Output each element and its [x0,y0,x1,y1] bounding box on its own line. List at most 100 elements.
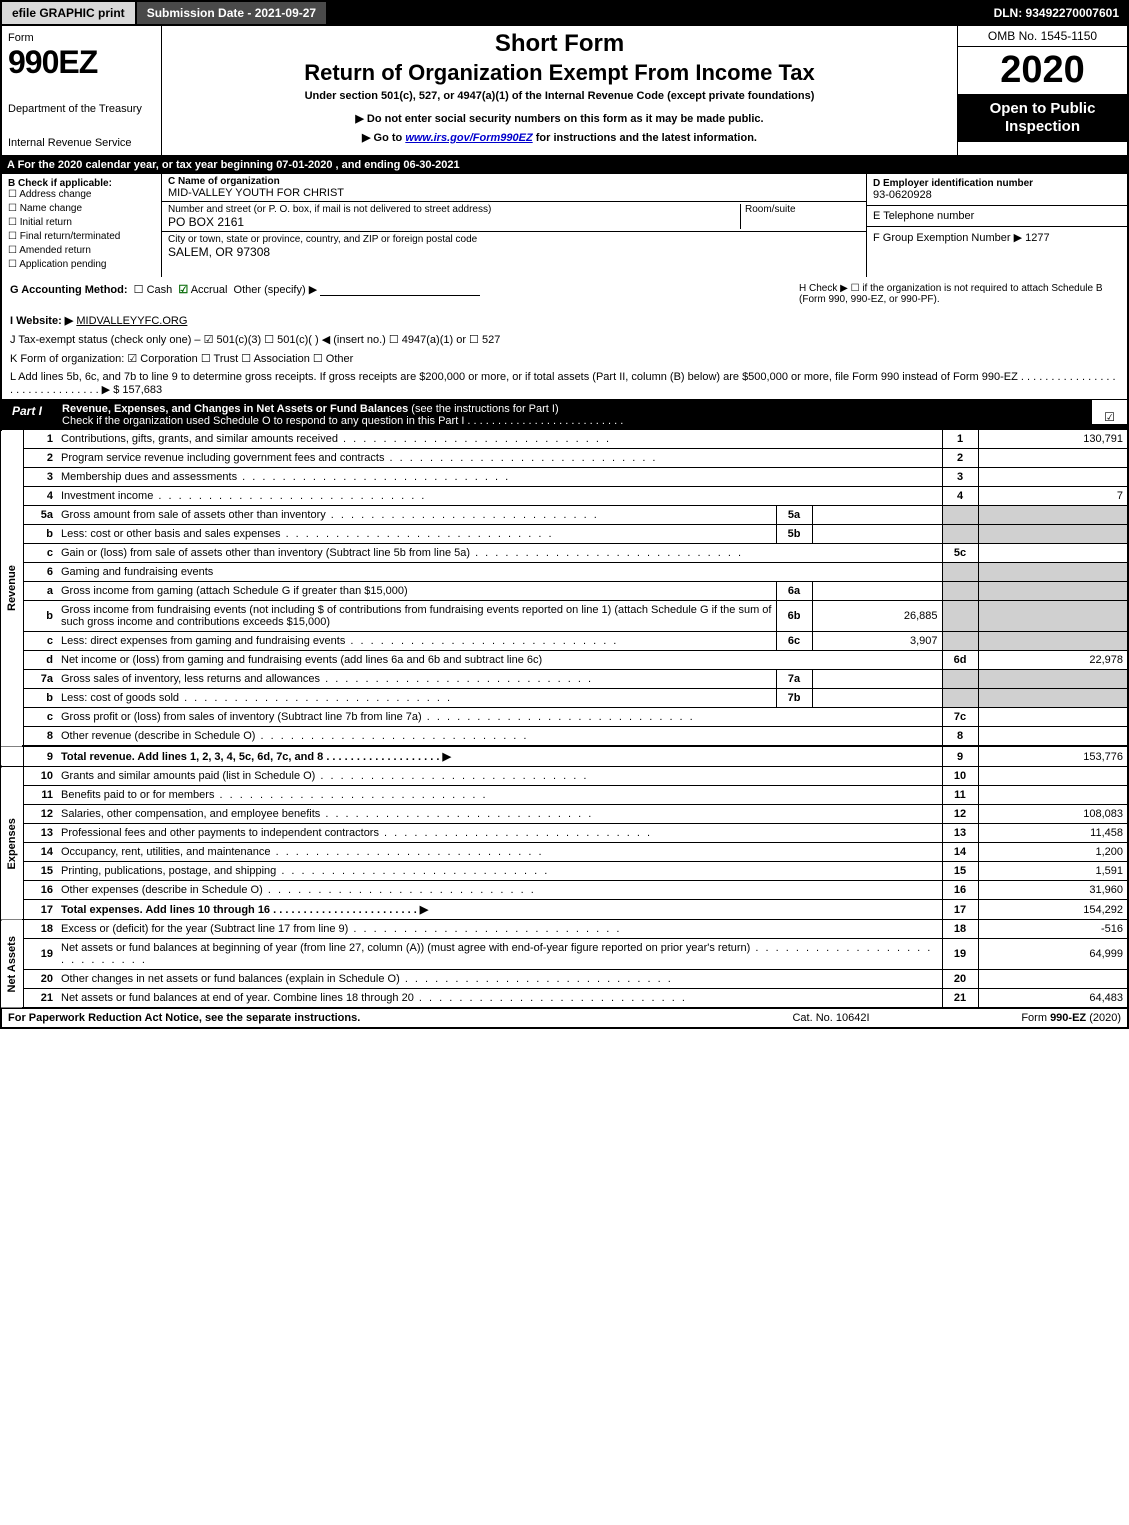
row-lineno: 12 [942,805,978,824]
row-lineno: 5c [942,544,978,563]
table-row: 20 Other changes in net assets or fund b… [1,970,1128,989]
table-row: 4 Investment income 4 7 [1,487,1128,506]
row-no: 17 [23,900,57,920]
table-row: 9 Total revenue. Add lines 1, 2, 3, 4, 5… [1,746,1128,767]
row-desc: Gaming and fundraising events [57,563,942,582]
row-amount-shade [978,563,1128,582]
row-amount: 154,292 [978,900,1128,920]
row-no: c [23,544,57,563]
chk-initial-return[interactable]: ☐ Initial return [8,217,155,228]
line-a: A For the 2020 calendar year, or tax yea… [0,155,1129,174]
chk-amended-return[interactable]: ☐ Amended return [8,245,155,256]
table-row: 21 Net assets or fund balances at end of… [1,989,1128,1008]
row-no: 15 [23,862,57,881]
row-no: 6 [23,563,57,582]
table-row: 2 Program service revenue including gove… [1,449,1128,468]
row-no: a [23,582,57,601]
line-l: L Add lines 5b, 6c, and 7b to line 9 to … [0,368,1129,400]
row-desc: Total expenses. Add lines 10 through 16 … [57,900,942,920]
table-row: Expenses 10 Grants and similar amounts p… [1,767,1128,786]
line-j: J Tax-exempt status (check only one) – ☑… [0,330,1129,349]
city-value: SALEM, OR 97308 [168,245,860,259]
line-k: K Form of organization: ☑ Corporation ☐ … [0,349,1129,368]
footer-left: For Paperwork Reduction Act Notice, see … [8,1012,721,1024]
row-desc: Gross amount from sale of assets other t… [57,506,776,525]
table-row: a Gross income from gaming (attach Sched… [1,582,1128,601]
group-exemption-value: 1277 [1025,232,1049,244]
line-l-amount: 157,683 [122,384,162,396]
table-row: b Gross income from fundraising events (… [1,601,1128,632]
row-no: 9 [23,746,57,767]
row-desc: Program service revenue including govern… [57,449,942,468]
row-midno: 5b [776,525,812,544]
section-b: B Check if applicable: ☐ Address change … [2,174,162,277]
row-lineno: 19 [942,939,978,970]
table-row: 11 Benefits paid to or for members 11 [1,786,1128,805]
website-label: I Website: ▶ [10,315,73,327]
g-other: Other (specify) ▶ [234,284,318,296]
row-no: b [23,689,57,708]
footer-right-suffix: (2020) [1086,1012,1121,1024]
form-number: 990EZ [8,44,155,81]
omb-number: OMB No. 1545-1150 [958,26,1127,47]
row-lineno: 11 [942,786,978,805]
efile-print-button[interactable]: efile GRAPHIC print [2,2,137,24]
row-amount-shade [978,632,1128,651]
row-desc: Grants and similar amounts paid (list in… [57,767,942,786]
row-amount-shade [978,506,1128,525]
chk-final-return-label: Final return/terminated [20,231,121,242]
row-amount [978,767,1128,786]
chk-final-return[interactable]: ☐ Final return/terminated [8,231,155,242]
chk-name-change-label: Name change [20,203,82,214]
table-row: 14 Occupancy, rent, utilities, and maint… [1,843,1128,862]
row-no: b [23,525,57,544]
row-lineno: 9 [942,746,978,767]
chk-initial-return-label: Initial return [20,217,72,228]
row-amount: 11,458 [978,824,1128,843]
row-amount-shade [978,689,1128,708]
row-midval: 3,907 [812,632,942,651]
row-amount: 64,999 [978,939,1128,970]
submission-date-button[interactable]: Submission Date - 2021-09-27 [137,2,328,24]
return-subtitle: Under section 501(c), 527, or 4947(a)(1)… [170,90,949,102]
g-accrual: Accrual [191,284,228,296]
row-midno: 7a [776,670,812,689]
table-row: 13 Professional fees and other payments … [1,824,1128,843]
part1-title-suffix: (see the instructions for Part I) [408,403,558,415]
row-amount-shade [978,670,1128,689]
org-name-label: C Name of organization [168,176,860,187]
row-lineno: 20 [942,970,978,989]
info-block: B Check if applicable: ☐ Address change … [0,174,1129,277]
row-desc: Gross sales of inventory, less returns a… [57,670,776,689]
row-no: 18 [23,920,57,939]
part1-schedule-o-check[interactable]: ☑ [1091,400,1127,424]
form-header: Form 990EZ Department of the Treasury In… [0,26,1129,155]
return-title: Return of Organization Exempt From Incom… [170,60,949,86]
chk-address-change[interactable]: ☐ Address change [8,189,155,200]
row-desc: Printing, publications, postage, and shi… [57,862,942,881]
chk-application-pending[interactable]: ☐ Application pending [8,259,155,270]
row-desc: Membership dues and assessments [57,468,942,487]
row-no: 8 [23,727,57,747]
row-lineno: 17 [942,900,978,920]
goto-link[interactable]: www.irs.gov/Form990EZ [405,132,532,144]
chk-name-change[interactable]: ☐ Name change [8,203,155,214]
row-midno: 5a [776,506,812,525]
row-desc: Gross income from gaming (attach Schedul… [57,582,776,601]
row-desc: Investment income [57,487,942,506]
row-desc: Total revenue. Add lines 1, 2, 3, 4, 5c,… [57,746,942,767]
revenue-sidebar: Revenue [1,430,23,746]
table-row: c Gain or (loss) from sale of assets oth… [1,544,1128,563]
row-no: 2 [23,449,57,468]
table-row: d Net income or (loss) from gaming and f… [1,651,1128,670]
table-row: 6 Gaming and fundraising events [1,563,1128,582]
table-row: 7a Gross sales of inventory, less return… [1,670,1128,689]
row-desc: Gain or (loss) from sale of assets other… [57,544,942,563]
footer-right-form: 990-EZ [1050,1012,1086,1024]
row-lineno: 21 [942,989,978,1008]
part1-header: Part I Revenue, Expenses, and Changes in… [0,400,1129,430]
row-desc: Less: cost or other basis and sales expe… [57,525,776,544]
table-row: c Less: direct expenses from gaming and … [1,632,1128,651]
row-amount: 31,960 [978,881,1128,900]
row-lineno: 16 [942,881,978,900]
